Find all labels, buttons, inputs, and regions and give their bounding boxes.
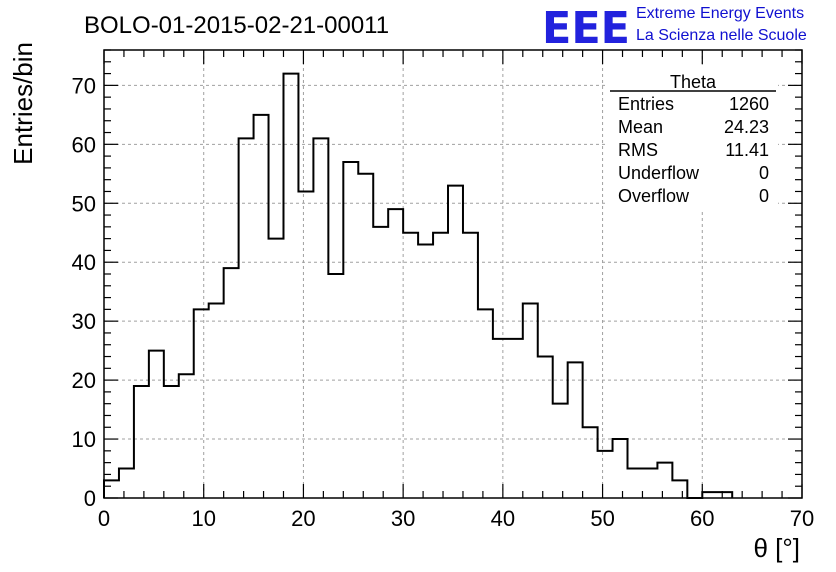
x-tick-label: 30: [391, 506, 415, 531]
histogram-bin: [403, 233, 418, 498]
histogram-bin: [283, 74, 298, 498]
histogram-bin: [179, 374, 194, 498]
y-tick-label: 20: [72, 368, 96, 393]
stats-rows: Entries 1260 Mean 24.23 RMS 11.41 Underflow 0 Ov…: [618, 94, 769, 206]
x-tick-label: 0: [98, 506, 110, 531]
x-tick-labels: 0 10 20 30 40 50 60 70: [98, 506, 814, 531]
histogram-bin: [254, 115, 269, 498]
histogram-bin: [388, 209, 403, 498]
histogram-bin: [239, 138, 254, 498]
logo-line2: La Scienza nelle Scuole: [636, 27, 807, 44]
stats-box: Theta Entries 1260 Mean 24.23 RMS 11.41 Underf…: [608, 68, 778, 210]
y-tick-label: 40: [72, 250, 96, 275]
histogram-bin: [508, 339, 523, 498]
logo-letters: EEE: [542, 3, 630, 54]
histogram-bin: [657, 463, 672, 498]
histogram-bin: [448, 186, 463, 498]
histogram-bin: [523, 303, 538, 498]
eee-logo: EEE Extreme Energy Events La Scienza nel…: [542, 3, 807, 54]
x-tick-label: 60: [690, 506, 714, 531]
stats-row-value: 11.41: [725, 140, 769, 160]
histogram-bin: [478, 309, 493, 498]
histogram-bin: [418, 245, 433, 498]
histogram-bin: [134, 386, 149, 498]
histogram-bin: [613, 439, 628, 498]
histogram-bin: [119, 469, 134, 498]
histogram-bin: [463, 233, 478, 498]
histogram-bin: [104, 480, 119, 498]
histogram-bin: [598, 451, 613, 498]
stats-row-label: Underflow: [618, 163, 700, 183]
stats-row-label: Overflow: [618, 186, 690, 206]
y-tick-label: 50: [72, 191, 96, 216]
x-axis-label: θ [°]: [753, 533, 800, 563]
histogram-bin: [373, 227, 388, 498]
x-tick-label: 10: [191, 506, 215, 531]
logo-line1: Extreme Energy Events: [636, 5, 804, 22]
y-tick-label: 0: [84, 486, 96, 511]
stats-row-label: RMS: [618, 140, 658, 160]
histogram-bin: [224, 268, 239, 498]
histogram-bin: [538, 357, 553, 498]
histogram-bin: [358, 174, 373, 498]
y-tick-label: 60: [72, 132, 96, 157]
histogram-bin: [149, 351, 164, 498]
histogram-bin: [672, 480, 687, 498]
histogram-bin: [553, 404, 568, 498]
stats-row-value: 1260: [729, 94, 769, 114]
histogram-bin: [628, 469, 643, 498]
histogram-bin: [493, 339, 508, 498]
chart-title: BOLO-01-2015-02-21-00011: [84, 12, 389, 39]
histogram-bin: [433, 233, 448, 498]
stats-row-label: Mean: [618, 117, 663, 137]
histogram-bin: [343, 162, 358, 498]
stats-row-value: 24.23: [724, 117, 769, 137]
histogram-bin: [313, 138, 328, 498]
x-tick-label: 70: [790, 506, 814, 531]
x-tick-label: 40: [491, 506, 515, 531]
histogram-bin: [164, 386, 179, 498]
histogram-bin: [209, 303, 224, 498]
histogram-bin: [568, 362, 583, 498]
histogram-bin: [194, 309, 209, 498]
x-tick-label: 20: [291, 506, 315, 531]
y-tick-labels: 0 10 20 30 40 50 60 70: [72, 73, 96, 511]
histogram-outline: [103, 72, 734, 499]
y-tick-label: 30: [72, 309, 96, 334]
stats-row-value: 0: [759, 186, 769, 206]
y-axis-label: Entries/bin: [8, 42, 38, 165]
stats-title: Theta: [670, 72, 717, 92]
histogram-bin: [583, 427, 598, 498]
histogram-bin: [642, 469, 657, 498]
stats-row-label: Entries: [618, 94, 674, 114]
y-tick-label: 10: [72, 427, 96, 452]
x-tick-label: 50: [590, 506, 614, 531]
axis-ticks: [103, 49, 803, 499]
histogram-bin: [328, 274, 343, 498]
stats-row-value: 0: [759, 163, 769, 183]
histogram-bin: [298, 191, 313, 498]
y-tick-label: 70: [72, 73, 96, 98]
histogram-bin: [269, 239, 284, 498]
